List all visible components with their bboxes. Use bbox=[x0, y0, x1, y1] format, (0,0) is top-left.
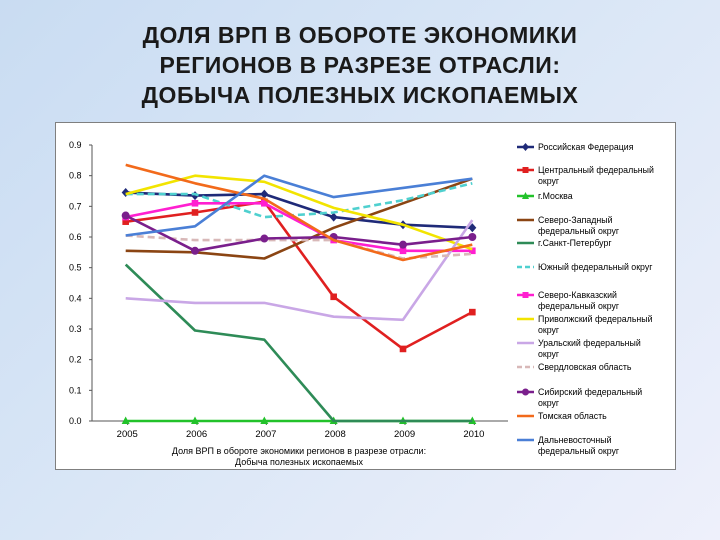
x-axis-caption: Доля ВРП в обороте экономики регионов в … bbox=[172, 446, 426, 456]
series-line-6 bbox=[125, 202, 473, 253]
legend-label-1: округ bbox=[538, 176, 559, 186]
legend-label-0: Российская Федерация bbox=[538, 142, 634, 152]
legend-label-6: федеральный округ bbox=[538, 301, 619, 311]
series-line-8 bbox=[125, 219, 474, 322]
data-point bbox=[468, 223, 477, 233]
data-point bbox=[122, 218, 129, 225]
data-point bbox=[121, 416, 130, 424]
series-line-12 bbox=[125, 174, 473, 237]
legend-label-2: г.Москва bbox=[538, 191, 573, 201]
legend-label-12: федеральный округ bbox=[538, 446, 619, 456]
y-tick-label: 0.8 bbox=[69, 171, 82, 181]
legend-marker bbox=[522, 167, 529, 173]
legend-label-1: Центральный федеральный bbox=[538, 165, 654, 175]
y-tick-label: 0.1 bbox=[69, 385, 82, 395]
data-point bbox=[260, 189, 269, 199]
legend-label-7: округ bbox=[538, 325, 559, 335]
legend-label-5: Южный федеральный округ bbox=[538, 262, 652, 272]
title-line-2: РЕГИОНОВ В РАЗРЕЗЕ ОТРАСЛИ: bbox=[159, 52, 561, 78]
data-point bbox=[191, 416, 199, 424]
data-point bbox=[469, 308, 476, 316]
y-tick-label: 0.7 bbox=[69, 201, 82, 211]
x-axis-caption: Добыча полезных ископаемых bbox=[235, 457, 363, 467]
legend-marker bbox=[522, 388, 529, 396]
title-line-3: ДОБЫЧА ПОЛЕЗНЫХ ИСКОПАЕМЫХ bbox=[141, 82, 579, 108]
data-point bbox=[468, 233, 477, 241]
series-line-1 bbox=[125, 200, 473, 351]
x-tick-label: 2005 bbox=[117, 429, 138, 440]
x-tick-label: 2006 bbox=[186, 429, 207, 440]
data-point bbox=[330, 293, 337, 301]
data-point bbox=[399, 247, 407, 255]
legend-label-9: Свердловская область bbox=[538, 362, 632, 372]
data-point bbox=[260, 416, 269, 424]
legend-label-7: Приволжский федеральный bbox=[538, 314, 653, 324]
data-point bbox=[191, 209, 199, 216]
data-point bbox=[191, 199, 199, 207]
chart-panel: 0.0 0.1 0.2 0.3 0.4 0.5 0.6 0.7 0.8 0.9 2005 2006 20… bbox=[55, 122, 676, 470]
legend-label-3: Северо-Западный bbox=[538, 215, 613, 225]
data-point bbox=[260, 234, 269, 243]
y-tick-label: 0.9 bbox=[69, 140, 82, 150]
x-tick-label: 2008 bbox=[325, 429, 346, 440]
line-chart: 0.0 0.1 0.2 0.3 0.4 0.5 0.6 0.7 0.8 0.9 2005 2006 20… bbox=[69, 140, 654, 467]
y-tick-label: 0.6 bbox=[69, 232, 82, 242]
series-line-11 bbox=[125, 163, 473, 262]
legend-marker bbox=[522, 192, 529, 199]
legend-label-8: Уральский федеральный bbox=[538, 338, 641, 348]
y-tick-label: 0.0 bbox=[69, 416, 82, 426]
legend-label-11: Томская область bbox=[538, 411, 607, 421]
x-tick-label: 2007 bbox=[255, 429, 276, 440]
y-tick-label: 0.3 bbox=[69, 324, 82, 334]
data-point bbox=[121, 211, 130, 220]
y-tick-label: 0.5 bbox=[69, 263, 82, 273]
legend-label-6: Северо-Кавказский bbox=[538, 290, 617, 300]
x-tick-label: 2010 bbox=[463, 429, 484, 440]
x-tick-label: 2009 bbox=[394, 429, 415, 440]
data-point bbox=[261, 199, 268, 207]
y-tick-label: 0.4 bbox=[69, 293, 82, 303]
series-line-5 bbox=[125, 182, 473, 219]
legend-label-10: округ bbox=[538, 398, 559, 408]
data-point bbox=[399, 345, 407, 353]
data-point bbox=[191, 246, 199, 255]
title-line-1: ДОЛЯ ВРП В ОБОРОТЕ ЭКОНОМИКИ bbox=[142, 22, 578, 48]
slide-title: ДОЛЯ ВРП В ОБОРОТЕ ЭКОНОМИКИ РЕГИОНОВ В … bbox=[0, 20, 720, 110]
data-point bbox=[329, 212, 338, 222]
legend-label-10: Сибирский федеральный bbox=[538, 387, 642, 397]
series-line-10 bbox=[125, 214, 473, 253]
y-tick-label: 0.2 bbox=[69, 355, 82, 365]
data-point bbox=[399, 240, 407, 249]
series-line-7 bbox=[125, 174, 473, 251]
legend-marker bbox=[522, 292, 529, 298]
legend-label-8: округ bbox=[538, 349, 559, 359]
legend-label-12: Дальневосточный bbox=[538, 435, 612, 445]
series-line-3 bbox=[125, 177, 473, 260]
series-line-4 bbox=[124, 263, 473, 423]
data-point bbox=[469, 247, 476, 255]
legend-label-4: г.Санкт-Петербург bbox=[538, 238, 612, 248]
legend-marker bbox=[522, 143, 529, 151]
legend-label-3: федеральный округ bbox=[538, 226, 619, 236]
